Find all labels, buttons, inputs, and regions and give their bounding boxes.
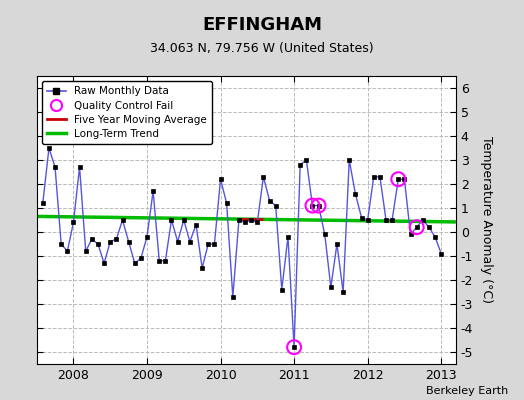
Point [308,202,316,209]
Point [394,176,402,182]
Point [412,224,421,230]
Text: 34.063 N, 79.756 W (United States): 34.063 N, 79.756 W (United States) [150,42,374,55]
Legend: Raw Monthly Data, Quality Control Fail, Five Year Moving Average, Long-Term Tren: Raw Monthly Data, Quality Control Fail, … [42,81,212,144]
Text: EFFINGHAM: EFFINGHAM [202,16,322,34]
Text: Berkeley Earth: Berkeley Earth [426,386,508,396]
Y-axis label: Temperature Anomaly (°C): Temperature Anomaly (°C) [479,136,493,304]
Point [314,202,323,209]
Point [290,344,298,350]
